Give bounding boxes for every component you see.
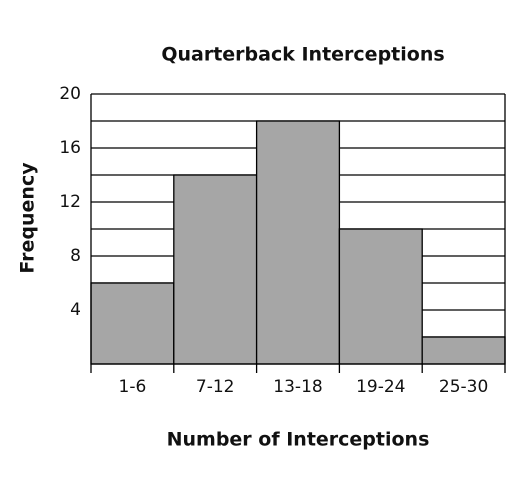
x-tick-label: 7-12 <box>196 377 235 397</box>
x-axis-label: Number of Interceptions <box>167 429 430 451</box>
x-tick-label: 19-24 <box>356 377 405 397</box>
chart-title: Quarterback Interceptions <box>161 44 444 66</box>
bar <box>255 120 341 365</box>
bar <box>173 174 258 365</box>
y-axis-label: Frequency <box>17 162 39 274</box>
y-tick-label: 8 <box>70 246 81 266</box>
bar <box>421 336 506 365</box>
y-tick-label: 4 <box>70 300 81 320</box>
y-tick-label: 16 <box>59 138 81 158</box>
x-tick-label: 25-30 <box>439 377 488 397</box>
x-tick-label: 1-6 <box>119 377 147 397</box>
x-tick-label: 13-18 <box>273 377 322 397</box>
bar <box>90 282 175 365</box>
y-tick-label: 20 <box>59 84 81 104</box>
bar <box>338 228 423 365</box>
y-tick-label: 12 <box>59 192 81 212</box>
